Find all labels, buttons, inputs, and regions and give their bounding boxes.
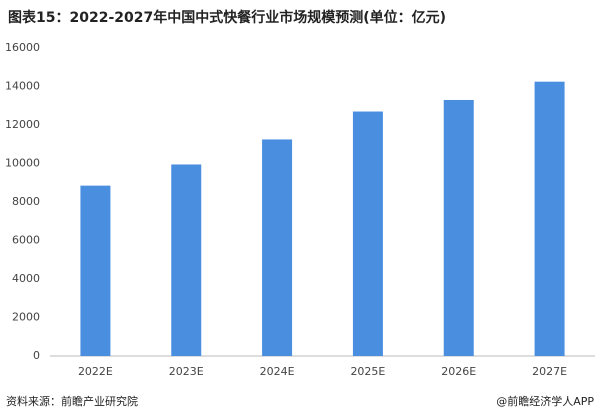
y-tick-label: 0 <box>33 349 40 362</box>
x-tick-label: 2027E <box>532 365 567 378</box>
bar <box>443 99 474 356</box>
x-tick-label: 2024E <box>260 365 295 378</box>
x-tick-label: 2022E <box>78 365 113 378</box>
y-tick-label: 2000 <box>12 311 40 324</box>
bar <box>262 139 293 356</box>
y-tick-label: 4000 <box>12 272 40 285</box>
bar <box>80 185 111 356</box>
x-tick-label: 2026E <box>441 365 476 378</box>
y-tick-label: 12000 <box>5 118 40 131</box>
y-tick-label: 8000 <box>12 195 40 208</box>
credit: @前瞻经济学人APP <box>496 394 594 408</box>
source: 资料来源：前瞻产业研究院 <box>6 394 138 408</box>
x-tick-label: 2025E <box>350 365 385 378</box>
y-tick-label: 16000 <box>5 41 40 54</box>
y-tick-label: 6000 <box>12 234 40 247</box>
bar <box>171 164 202 356</box>
y-tick-label: 10000 <box>5 157 40 170</box>
chart-title: 图表15：2022-2027年中国中式快餐行业市场规模预测(单位：亿元) <box>8 9 446 26</box>
bar <box>352 111 383 357</box>
x-tick-label: 2023E <box>169 365 204 378</box>
bar <box>534 81 565 356</box>
y-tick-label: 14000 <box>5 80 40 93</box>
